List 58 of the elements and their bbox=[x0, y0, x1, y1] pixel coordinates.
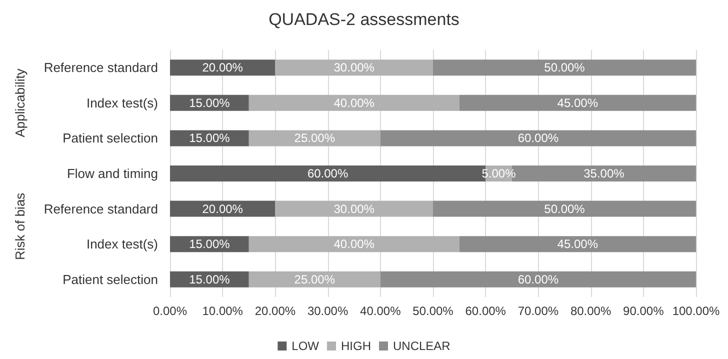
y-tick-label: Reference standard bbox=[44, 201, 158, 216]
x-tick-label: 100.00% bbox=[672, 304, 720, 318]
x-tick-label: 50.00% bbox=[412, 304, 454, 318]
x-tick-label: 0.00% bbox=[152, 304, 188, 318]
data-label: 60.00% bbox=[518, 131, 559, 146]
bar bbox=[248, 271, 380, 288]
y-tick-label: Reference standard bbox=[44, 60, 158, 76]
bar bbox=[170, 60, 276, 76]
y-tick-label: Patient selection bbox=[62, 130, 158, 146]
data-label: 50.00% bbox=[544, 60, 586, 75]
x-tick-label: 80.00% bbox=[570, 304, 612, 318]
legend-label: LOW bbox=[292, 339, 320, 353]
bar bbox=[433, 60, 696, 76]
bar bbox=[275, 200, 433, 217]
x-tick-label: 40.00% bbox=[360, 304, 402, 318]
data-label: 35.00% bbox=[584, 166, 625, 180]
bar bbox=[459, 236, 696, 252]
data-label: 20.00% bbox=[202, 60, 244, 75]
text: Applicability bbox=[12, 68, 28, 138]
data-label: 15.00% bbox=[189, 272, 230, 286]
text: Risk of bias bbox=[12, 192, 28, 260]
bar bbox=[248, 130, 380, 146]
bar bbox=[380, 271, 696, 288]
data-label: 30.00% bbox=[334, 60, 375, 75]
data-label: 40.00% bbox=[334, 237, 375, 252]
bar bbox=[248, 236, 460, 252]
x-tick-label: 70.00% bbox=[518, 304, 559, 318]
data-label: 40.00% bbox=[334, 96, 375, 110]
y-tick-label: Patient selection bbox=[62, 272, 158, 287]
x-tick-label: 90.00% bbox=[623, 304, 664, 318]
data-label: 30.00% bbox=[334, 202, 375, 216]
legend-label: UNCLEAR bbox=[392, 339, 451, 353]
data-label: 50.00% bbox=[544, 202, 586, 216]
x-tick-label: 30.00% bbox=[307, 304, 348, 318]
bar bbox=[248, 94, 460, 111]
data-label: 25.00% bbox=[294, 272, 336, 286]
y-tick-label: Index test(s) bbox=[86, 236, 158, 252]
data-label: 20.00% bbox=[202, 202, 244, 216]
bar bbox=[170, 200, 276, 217]
y-tick-label: Index test(s) bbox=[86, 95, 158, 110]
y-tick-label: Flow and timing bbox=[66, 166, 158, 181]
data-label: 45.00% bbox=[557, 96, 598, 110]
bar bbox=[380, 130, 696, 146]
data-label: 60.00% bbox=[307, 166, 348, 180]
bar bbox=[275, 60, 433, 76]
x-tick-label: 60.00% bbox=[465, 304, 506, 318]
data-label: 25.00% bbox=[294, 131, 336, 146]
x-tick-label: 20.00% bbox=[254, 304, 296, 318]
chart-title: QUADAS-2 assessments bbox=[268, 10, 460, 29]
legend-label: HIGH bbox=[340, 339, 371, 353]
data-label: 15.00% bbox=[189, 131, 230, 146]
data-label: 15.00% bbox=[189, 96, 230, 110]
x-tick-label: 10.00% bbox=[202, 304, 244, 318]
data-label: 60.00% bbox=[518, 272, 559, 286]
data-label: 45.00% bbox=[557, 237, 598, 252]
bar bbox=[459, 94, 696, 111]
data-label: 15.00% bbox=[189, 237, 230, 252]
bar bbox=[433, 200, 696, 217]
